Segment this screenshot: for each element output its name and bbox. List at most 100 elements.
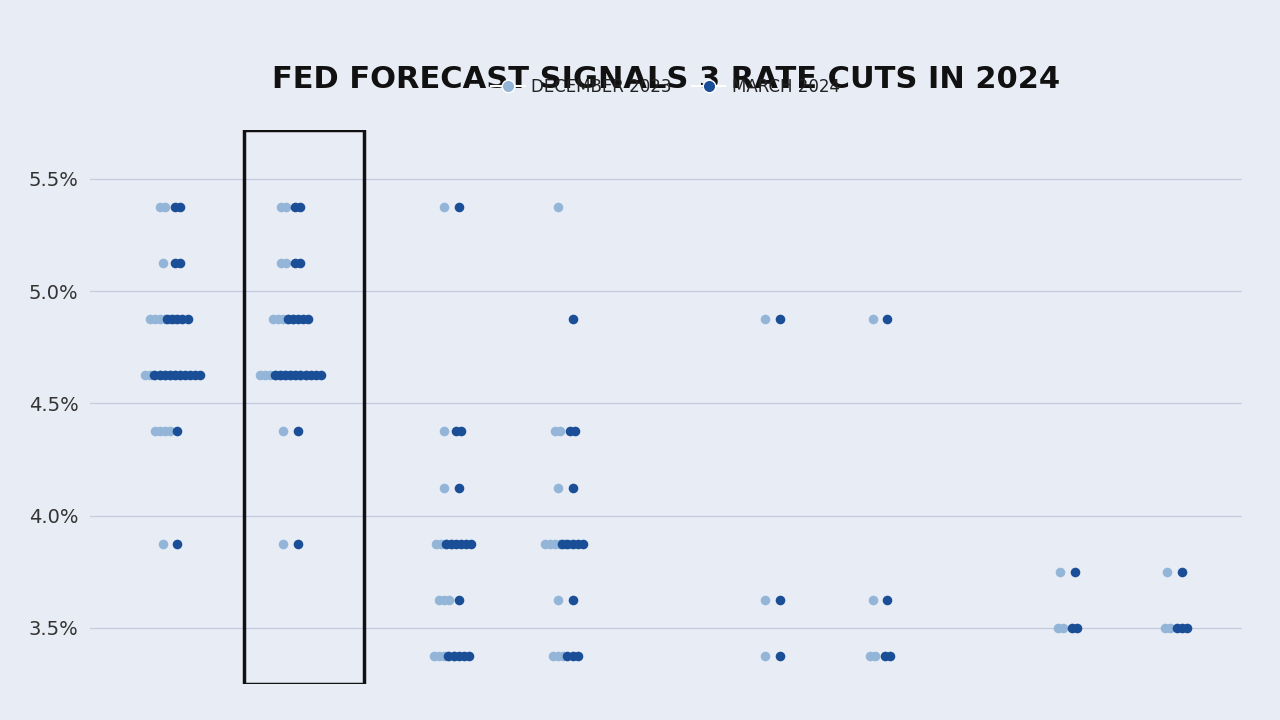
Point — [170, 202, 191, 213]
Point — [442, 538, 462, 549]
Point — [1171, 622, 1192, 634]
Point — [165, 313, 186, 325]
Point — [877, 594, 897, 606]
Title: FED FORECAST SIGNALS 3 RATE CUTS IN 2024: FED FORECAST SIGNALS 3 RATE CUTS IN 2024 — [271, 65, 1060, 94]
Point — [280, 369, 301, 381]
Point — [145, 426, 165, 437]
Point — [451, 538, 471, 549]
Point — [160, 369, 180, 381]
Point — [275, 257, 296, 269]
Point — [434, 594, 454, 606]
Point — [168, 538, 188, 549]
Point — [152, 257, 173, 269]
Point — [165, 257, 186, 269]
Point — [1155, 622, 1175, 634]
Point — [288, 538, 308, 549]
Point — [548, 594, 568, 606]
Point — [445, 538, 466, 549]
Point — [178, 313, 198, 325]
Point — [173, 313, 193, 325]
Point — [877, 313, 897, 325]
Point — [567, 650, 588, 662]
Point — [755, 594, 776, 606]
Point — [270, 257, 291, 269]
Point — [250, 369, 270, 381]
Point — [273, 538, 293, 549]
Point — [1052, 622, 1073, 634]
Point — [879, 650, 900, 662]
Point — [273, 313, 293, 325]
Point — [296, 369, 316, 381]
Legend: DECEMBER 2023, MARCH 2024: DECEMBER 2023, MARCH 2024 — [485, 71, 846, 103]
Point — [1065, 566, 1085, 577]
Point — [145, 369, 165, 381]
Point — [145, 313, 165, 325]
Point — [283, 313, 303, 325]
Point — [150, 369, 170, 381]
Point — [189, 369, 210, 381]
Point — [155, 426, 175, 437]
Point — [288, 313, 308, 325]
Point — [1157, 566, 1178, 577]
Point — [443, 650, 463, 662]
Point — [278, 313, 298, 325]
Point — [293, 313, 314, 325]
Point — [275, 202, 296, 213]
Point — [429, 594, 449, 606]
Point — [448, 202, 468, 213]
Point — [306, 369, 326, 381]
Point — [461, 538, 481, 549]
Point — [434, 482, 454, 493]
Point — [545, 538, 566, 549]
Point — [270, 202, 291, 213]
Point — [434, 202, 454, 213]
Point — [448, 650, 468, 662]
Point — [755, 313, 776, 325]
Point — [434, 426, 454, 437]
Point — [273, 426, 293, 437]
Point — [150, 369, 170, 381]
Point — [270, 369, 291, 381]
Point — [548, 650, 568, 662]
Point — [291, 257, 311, 269]
Point — [288, 426, 308, 437]
Point — [863, 594, 883, 606]
Point — [275, 369, 296, 381]
Point — [152, 538, 173, 549]
Point — [157, 313, 178, 325]
Point — [562, 650, 582, 662]
Point — [572, 538, 593, 549]
Point — [1176, 622, 1197, 634]
Point — [1047, 622, 1068, 634]
Point — [275, 369, 296, 381]
Point — [451, 426, 471, 437]
Point — [552, 538, 572, 549]
Point — [145, 369, 165, 381]
Point — [1160, 622, 1180, 634]
Point — [426, 538, 447, 549]
Point — [769, 650, 790, 662]
Point — [559, 426, 580, 437]
Point — [557, 650, 577, 662]
Point — [155, 313, 175, 325]
Point — [285, 369, 306, 381]
Point — [140, 369, 160, 381]
Point — [553, 650, 573, 662]
Point — [165, 202, 186, 213]
Point — [285, 369, 306, 381]
Point — [564, 426, 585, 437]
Point — [429, 650, 449, 662]
Point — [1050, 566, 1070, 577]
Point — [438, 650, 458, 662]
Point — [548, 482, 568, 493]
Point — [184, 369, 205, 381]
Point — [1171, 566, 1192, 577]
Point — [755, 650, 776, 662]
Point — [140, 313, 160, 325]
Point — [550, 426, 571, 437]
Point — [270, 369, 291, 381]
Point — [874, 650, 895, 662]
Point — [265, 369, 285, 381]
Point — [567, 538, 588, 549]
Point — [439, 650, 460, 662]
